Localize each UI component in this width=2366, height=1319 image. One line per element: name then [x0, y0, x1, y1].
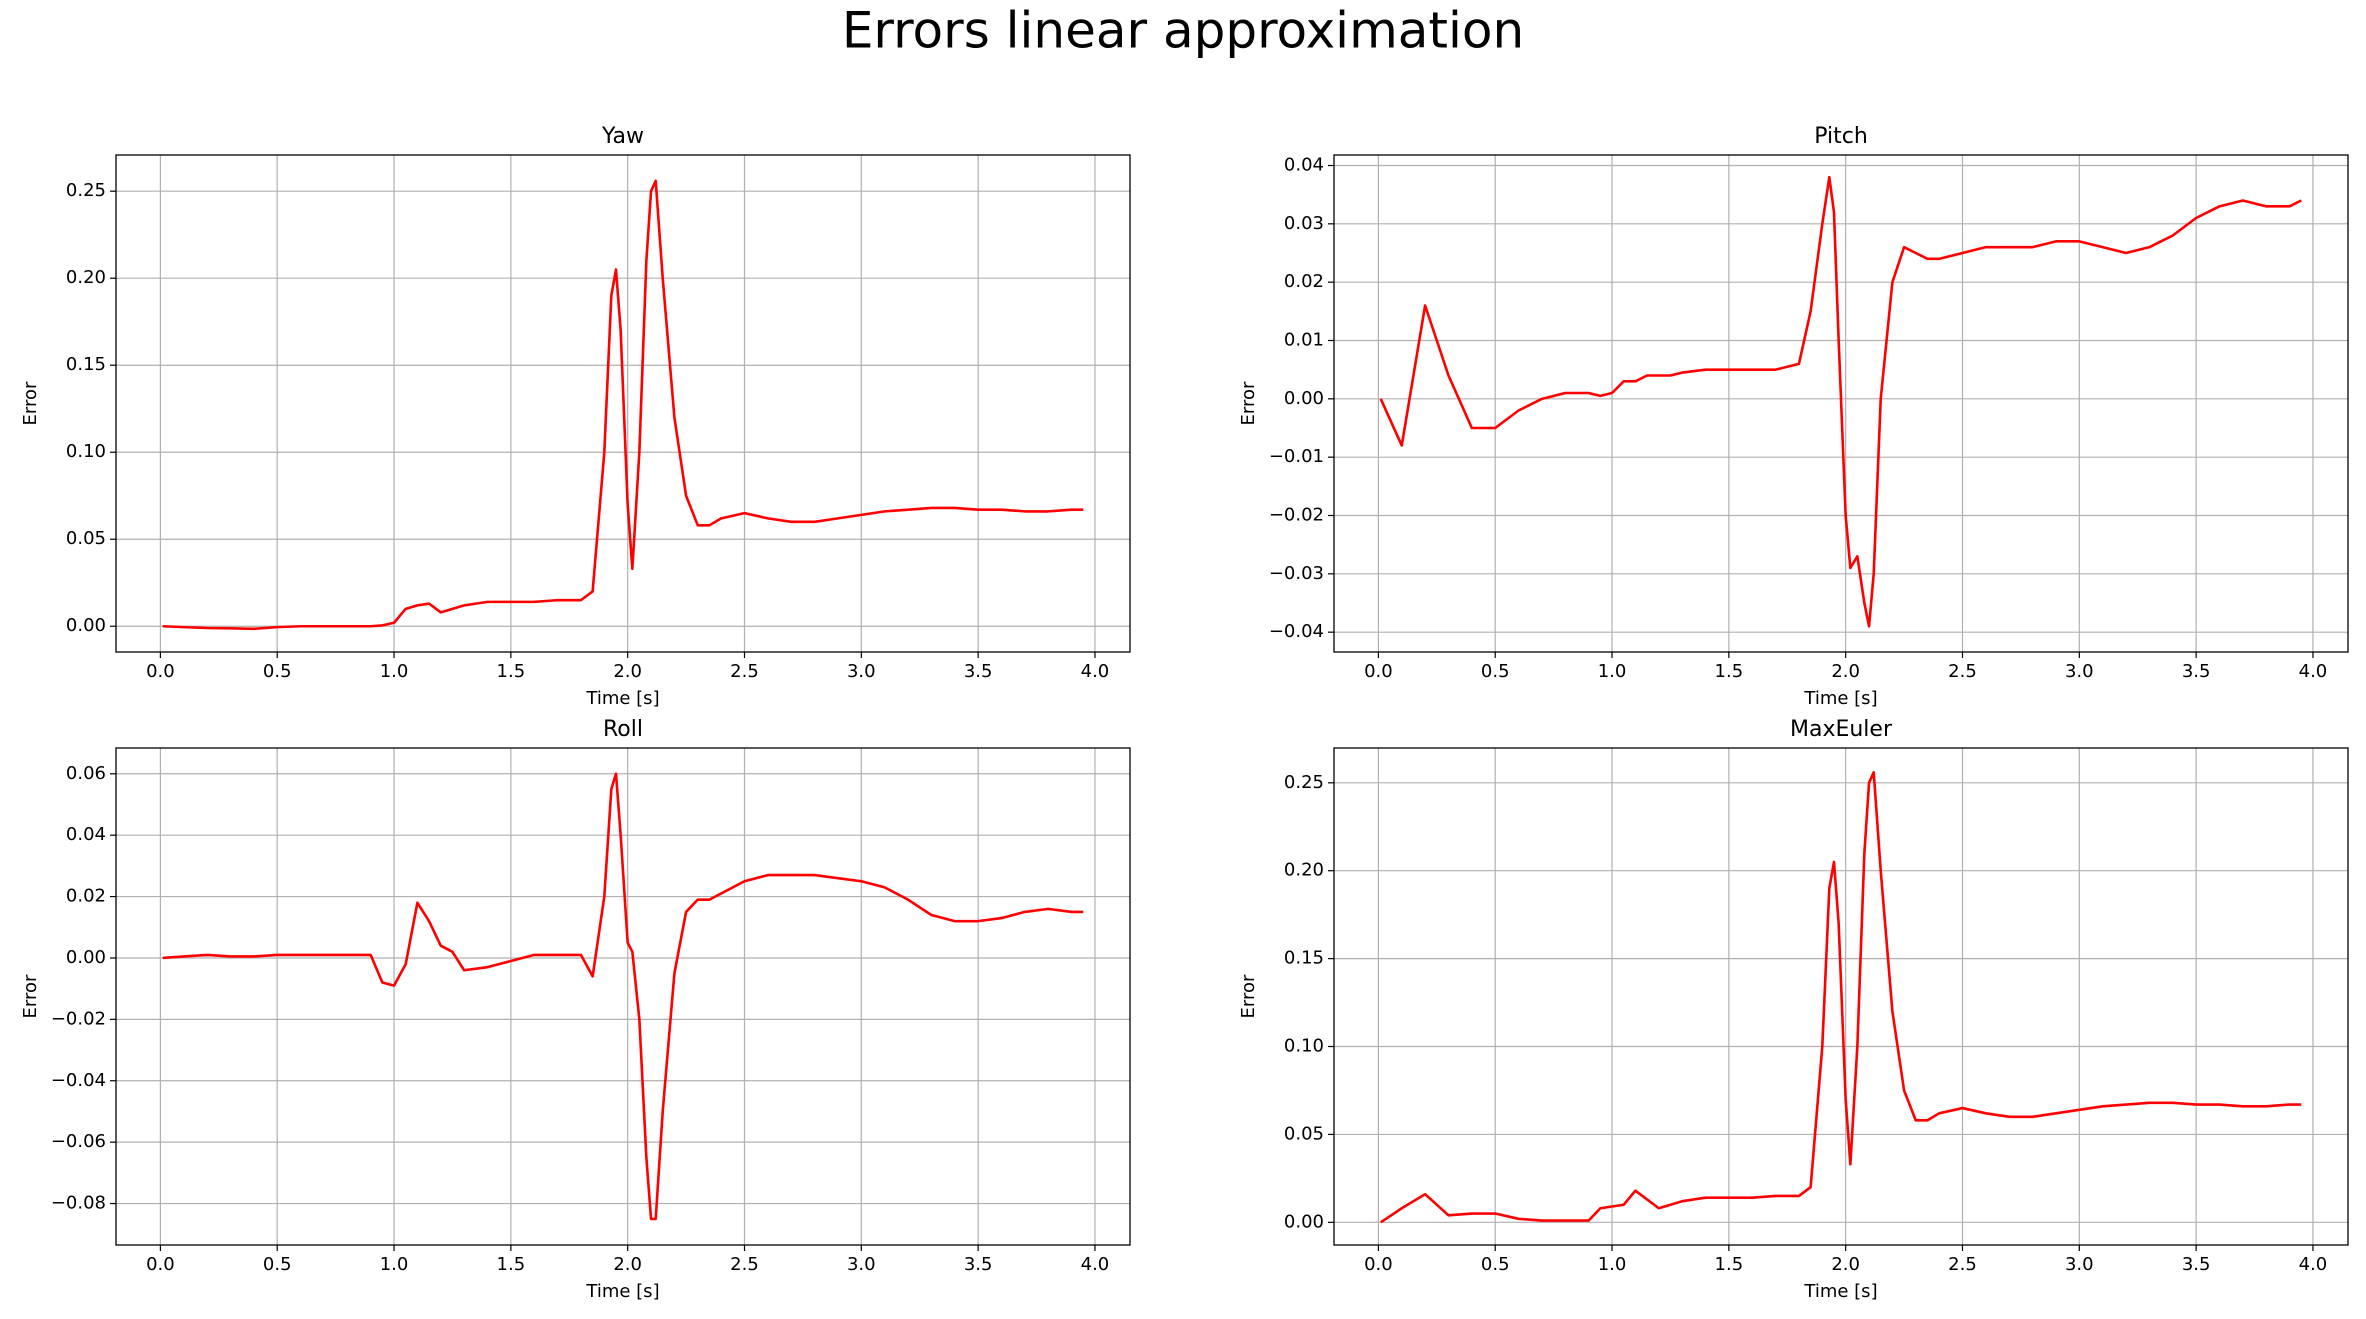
- x-tick-label: 0.0: [1364, 661, 1393, 682]
- y-tick-label: 0.10: [1284, 1036, 1324, 1057]
- x-tick-label: 3.5: [2182, 661, 2211, 682]
- y-tick-label: 0.06: [66, 763, 106, 784]
- x-tick-label: 1.0: [1598, 1254, 1627, 1275]
- y-tick-label: 0.05: [66, 528, 106, 549]
- x-tick-label: 2.0: [613, 1254, 642, 1275]
- y-tick-label: −0.01: [1269, 446, 1324, 467]
- x-tick-label: 0.5: [263, 1254, 292, 1275]
- y-axis-label: Error: [1238, 974, 1259, 1018]
- x-tick-label: 1.0: [1598, 661, 1627, 682]
- x-tick-label: 0.5: [1481, 1254, 1510, 1275]
- x-tick-label: 2.5: [730, 661, 759, 682]
- x-tick-label: 1.0: [380, 661, 409, 682]
- x-tick-label: 3.5: [2182, 1254, 2211, 1275]
- y-tick-label: −0.04: [51, 1070, 106, 1091]
- line: [162, 772, 1084, 1221]
- x-tick-label: 4.0: [2299, 661, 2328, 682]
- y-axis-label: Error: [1238, 381, 1259, 425]
- x-tick-label: 0.5: [1481, 661, 1510, 682]
- line: [162, 179, 1084, 631]
- y-tick-label: −0.03: [1269, 563, 1324, 584]
- axes-frame: [1333, 747, 2349, 1246]
- subplot-title: Roll: [603, 717, 643, 742]
- x-tick-label: 3.5: [964, 1254, 993, 1275]
- y-tick-label: −0.02: [1269, 505, 1324, 526]
- x-axis-label: Time [s]: [1803, 1281, 1877, 1302]
- y-tick-label: 0.00: [66, 615, 106, 636]
- x-tick-label: 2.5: [730, 1254, 759, 1275]
- axes-frame: [115, 747, 1131, 1246]
- y-tick-label: 0.25: [1284, 772, 1324, 793]
- x-tick-label: 0.5: [263, 661, 292, 682]
- x-tick-label: 3.5: [964, 661, 993, 682]
- y-tick-label: 0.10: [66, 441, 106, 462]
- y-axis-label: Error: [20, 381, 41, 425]
- subplot-title: Pitch: [1814, 124, 1868, 149]
- line: [1380, 770, 2302, 1224]
- y-tick-label: −0.06: [51, 1131, 106, 1152]
- x-tick-label: 3.0: [847, 1254, 876, 1275]
- axes-frame: [1333, 154, 2349, 653]
- y-tick-label: −0.04: [1269, 621, 1324, 642]
- x-tick-label: 4.0: [1081, 1254, 1110, 1275]
- y-tick-label: 0.04: [66, 824, 106, 845]
- x-axis-label: Time [s]: [1803, 688, 1877, 709]
- x-tick-label: 2.0: [1831, 661, 1860, 682]
- y-tick-label: 0.02: [1284, 271, 1324, 292]
- subplot: 0.0 0.5 1.0 1.5 2.0 2.5 3.0 3.5 4.0 −0.08 −0.06 −0.…: [20, 717, 1131, 1302]
- y-tick-label: 0.03: [1284, 213, 1324, 234]
- subplot: 0.0 0.5 1.0 1.5 2.0 2.5 3.0 3.5 4.0 0.00 0.05 0.10 0…: [20, 124, 1131, 709]
- figure-title: Errors linear approximation: [842, 2, 1524, 60]
- x-axis-label: Time [s]: [585, 688, 659, 709]
- y-tick-label: 0.15: [1284, 948, 1324, 969]
- x-tick-label: 0.0: [146, 661, 175, 682]
- x-tick-label: 3.0: [847, 661, 876, 682]
- x-tick-label: 2.0: [1831, 1254, 1860, 1275]
- x-tick-label: 1.5: [1715, 661, 1744, 682]
- x-tick-label: 0.0: [1364, 1254, 1393, 1275]
- x-tick-label: 3.0: [2065, 1254, 2094, 1275]
- y-tick-label: 0.00: [1284, 1211, 1324, 1232]
- y-tick-label: 0.02: [66, 886, 106, 907]
- x-tick-label: 3.0: [2065, 661, 2094, 682]
- y-tick-label: 0.20: [1284, 860, 1324, 881]
- x-tick-label: 4.0: [1081, 661, 1110, 682]
- subplot-title: Yaw: [601, 124, 644, 149]
- x-tick-label: 1.5: [497, 1254, 526, 1275]
- x-tick-label: 2.5: [1948, 661, 1977, 682]
- y-tick-label: 0.20: [66, 267, 106, 288]
- y-tick-label: 0.15: [66, 354, 106, 375]
- line: [1379, 175, 2302, 628]
- y-tick-label: 0.00: [66, 947, 106, 968]
- y-tick-label: −0.02: [51, 1008, 106, 1029]
- subplot-title: MaxEuler: [1790, 717, 1893, 742]
- x-tick-label: 1.5: [497, 661, 526, 682]
- x-tick-label: 1.0: [380, 1254, 409, 1275]
- x-tick-label: 0.0: [146, 1254, 175, 1275]
- y-axis-label: Error: [20, 974, 41, 1018]
- x-tick-label: 2.5: [1948, 1254, 1977, 1275]
- subplot: 0.0 0.5 1.0 1.5 2.0 2.5 3.0 3.5 4.0 0.00 0.05 0.10 0…: [1238, 717, 2349, 1302]
- y-tick-label: 0.00: [1284, 388, 1324, 409]
- y-tick-label: 0.04: [1284, 155, 1324, 176]
- y-tick-label: 0.25: [66, 180, 106, 201]
- y-tick-label: 0.01: [1284, 330, 1324, 351]
- y-tick-label: −0.08: [51, 1193, 106, 1214]
- x-tick-label: 1.5: [1715, 1254, 1744, 1275]
- subplot: 0.0 0.5 1.0 1.5 2.0 2.5 3.0 3.5 4.0 −0.04 −0.03 −0.…: [1238, 124, 2349, 709]
- x-tick-label: 4.0: [2299, 1254, 2328, 1275]
- x-tick-label: 2.0: [613, 661, 642, 682]
- x-axis-label: Time [s]: [585, 1281, 659, 1302]
- axes-frame: [115, 154, 1131, 653]
- y-tick-label: 0.05: [1284, 1123, 1324, 1144]
